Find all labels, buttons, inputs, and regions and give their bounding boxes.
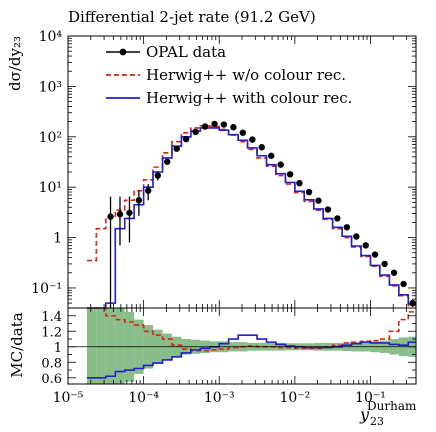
ratio-tick-label: 1.4	[41, 310, 62, 325]
data-point	[296, 179, 303, 187]
data-points-layer	[107, 120, 416, 308]
data-point	[334, 215, 341, 222]
series-main-layer	[86, 125, 416, 309]
data-point	[286, 171, 294, 178]
ratio-tick-label: 0.6	[41, 372, 62, 387]
data-point	[145, 187, 152, 194]
herwig-colour-rec-main-line	[86, 127, 416, 309]
y-axis-label: dσ/dy₂₃	[6, 36, 24, 91]
herwig-no-colour-rec-main-line	[86, 125, 416, 307]
uncertainty-band-bin	[105, 308, 116, 384]
data-point	[107, 213, 114, 220]
ratio-tick-label: 0.8	[41, 356, 62, 371]
herwig-colour-rec-ratio-line	[86, 334, 416, 379]
data-point	[182, 135, 190, 143]
y-tick-label: 10⁻¹	[31, 281, 62, 297]
data-point	[305, 188, 313, 196]
data-point	[126, 209, 133, 216]
data-point	[192, 128, 199, 136]
x-axis-label-sup: Durham	[367, 399, 417, 413]
x-tick-label: 10⁻³	[204, 390, 235, 406]
data-point	[173, 145, 180, 152]
x-axis-label-var: y	[359, 405, 370, 424]
y-tick-label: 1	[53, 231, 62, 247]
data-point	[324, 206, 332, 213]
series-ratio-layer	[86, 307, 416, 379]
data-point	[315, 197, 322, 204]
data-point	[381, 260, 388, 268]
ratio-axis-label: MC/data	[8, 312, 26, 377]
data-point	[135, 197, 143, 204]
y-tick-label: 10²	[39, 130, 62, 146]
x-axis-label: y 23 Durham	[359, 399, 417, 428]
x-axis-label-sub: 23	[370, 415, 384, 428]
data-point	[277, 161, 284, 168]
data-point	[371, 251, 379, 258]
legend-entry-label: OPAL data	[146, 43, 226, 61]
axis-ticks: 10⁻⁵ 10⁻⁴ 10⁻³ 10⁻² 10⁻¹ 10⁻¹ 1 10¹ 10² 10³ 10⁴ 0.6…	[31, 29, 417, 406]
x-tick-label: 10⁻²	[279, 390, 310, 406]
x-tick-label: 10⁻⁴	[128, 390, 159, 406]
y-tick-label: 10³	[39, 79, 62, 95]
data-point	[268, 152, 275, 159]
data-point	[220, 121, 228, 128]
uncertainty-band-bin	[86, 308, 97, 384]
data-point	[230, 123, 237, 131]
data-point	[201, 123, 209, 130]
herwig-no-colour-rec-ratio-line	[86, 307, 416, 352]
y-tick-label: 10⁴	[39, 29, 63, 45]
ratio-tick-label: 1.2	[41, 325, 62, 340]
chart-title: Differential 2-jet rate (91.2 GeV)	[68, 8, 316, 26]
data-point	[239, 129, 247, 136]
data-point	[343, 224, 351, 231]
data-point	[163, 158, 171, 165]
data-point	[249, 136, 256, 143]
data-point	[258, 144, 265, 151]
uncertainty-band-bin	[96, 308, 106, 384]
data-point	[154, 172, 161, 179]
legend: OPAL data Herwig++ w/o colour rec. Herwig+…	[106, 43, 352, 107]
data-point	[353, 233, 360, 240]
x-tick-label: 10⁻¹	[355, 390, 386, 406]
legend-data-marker	[119, 48, 127, 56]
data-point	[362, 242, 369, 249]
ratio-tick-label: 1	[54, 341, 62, 356]
data-point	[400, 280, 407, 288]
data-point	[390, 269, 398, 276]
uncertainty-band-bin	[115, 308, 125, 384]
data-point	[116, 211, 124, 218]
legend-entry-label: Herwig++ w/o colour rec.	[146, 66, 346, 84]
legend-entry-label: Herwig++ with colour rec.	[146, 89, 352, 107]
x-tick-label: 10⁻⁵	[53, 390, 84, 406]
y-tick-label: 10¹	[39, 180, 62, 196]
y-axis-label-text: dσ/dy₂₃	[6, 36, 24, 91]
data-point	[211, 120, 218, 128]
